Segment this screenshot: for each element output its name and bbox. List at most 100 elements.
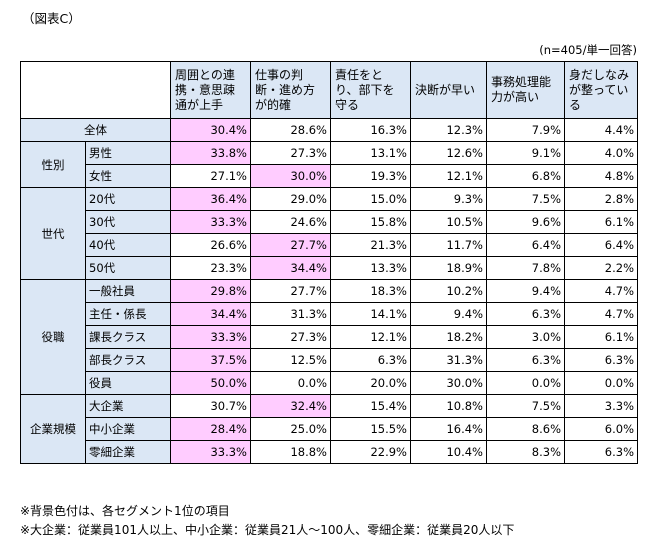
column-header: 責任をとり、部下を守る — [330, 61, 411, 119]
row-label: 男性 — [85, 141, 171, 165]
value-cell: 6.4% — [486, 233, 565, 257]
value-cell: 4.7% — [564, 279, 638, 303]
value-cell: 24.6% — [250, 210, 331, 234]
value-cell: 27.3% — [250, 141, 331, 165]
value-cell: 27.7% — [250, 279, 331, 303]
value-cell: 16.3% — [330, 118, 411, 142]
value-cell: 0.0% — [486, 371, 565, 395]
row-label: 零細企業 — [85, 440, 171, 464]
sample-size-note: (n=405/単一回答) — [539, 43, 637, 57]
value-cell: 6.0% — [564, 417, 638, 441]
value-cell: 34.4% — [250, 256, 331, 280]
value-cell: 28.4% — [170, 417, 251, 441]
row-label: 一般社員 — [85, 279, 171, 303]
group-label: 企業規模 — [20, 394, 86, 464]
row-label: 20代 — [85, 187, 171, 211]
value-cell: 19.3% — [330, 164, 411, 188]
value-cell: 25.0% — [250, 417, 331, 441]
value-cell: 12.6% — [410, 141, 487, 165]
column-header: 身だしなみが整っている — [564, 61, 638, 119]
value-cell: 2.8% — [564, 187, 638, 211]
footnote-highlight: ※背景色付は、各セグメント1位の項目 — [20, 504, 230, 518]
value-cell: 29.0% — [250, 187, 331, 211]
value-cell: 9.6% — [486, 210, 565, 234]
value-cell: 6.3% — [486, 302, 565, 326]
corner-cell — [20, 61, 171, 119]
row-label: 役員 — [85, 371, 171, 395]
value-cell: 36.4% — [170, 187, 251, 211]
value-cell: 6.3% — [564, 440, 638, 464]
value-cell: 6.3% — [486, 348, 565, 372]
value-cell: 15.8% — [330, 210, 411, 234]
table-row: 女性 27.1% 30.0% 19.3% 12.1% 6.8% 4.8% — [21, 164, 638, 188]
table-body: 全体 30.4% 28.6% 16.3% 12.3% 7.9% 4.4% 性別 男性 33.8% 2… — [20, 118, 638, 464]
value-cell: 18.8% — [250, 440, 331, 464]
value-cell: 30.0% — [410, 371, 487, 395]
value-cell: 6.3% — [564, 348, 638, 372]
value-cell: 0.0% — [250, 371, 331, 395]
table-row-total: 全体 30.4% 28.6% 16.3% 12.3% 7.9% 4.4% — [20, 118, 638, 142]
column-header: 決断が早い — [410, 61, 487, 119]
value-cell: 32.4% — [250, 394, 331, 418]
value-cell: 8.3% — [486, 440, 565, 464]
value-cell: 13.3% — [330, 256, 411, 280]
value-cell: 4.4% — [564, 118, 638, 142]
table-row: 零細企業 33.3% 18.8% 22.9% 10.4% 8.3% 6.3% — [21, 440, 638, 464]
table-row: 世代 20代 36.4% 29.0% 15.0% 9.3% 7.5% 2.8% — [20, 187, 638, 280]
figure-caption: （図表C） — [22, 11, 81, 26]
value-cell: 6.1% — [564, 210, 638, 234]
table-row: 企業規模 大企業 30.7% 32.4% 15.4% 10.8% 7.5% 3.3% — [20, 394, 638, 464]
value-cell: 28.6% — [250, 118, 331, 142]
table-row: 40代 26.6% 27.7% 21.3% 11.7% 6.4% 6.4% — [21, 233, 638, 257]
value-cell: 31.3% — [250, 302, 331, 326]
value-cell: 14.1% — [330, 302, 411, 326]
value-cell: 12.1% — [410, 164, 487, 188]
value-cell: 13.1% — [330, 141, 411, 165]
value-cell: 33.3% — [170, 210, 251, 234]
value-cell: 22.9% — [330, 440, 411, 464]
row-label: 課長クラス — [85, 325, 171, 349]
value-cell: 12.5% — [250, 348, 331, 372]
value-cell: 27.1% — [170, 164, 251, 188]
footnote-company-size: ※大企業：従業員101人以上、中小企業：従業員21人～100人、零細企業：従業員… — [20, 523, 515, 537]
row-label: 部長クラス — [85, 348, 171, 372]
value-cell: 7.9% — [486, 118, 565, 142]
value-cell: 37.5% — [170, 348, 251, 372]
row-label: 30代 — [85, 210, 171, 234]
value-cell: 27.3% — [250, 325, 331, 349]
value-cell: 31.3% — [410, 348, 487, 372]
value-cell: 33.8% — [170, 141, 251, 165]
value-cell: 15.5% — [330, 417, 411, 441]
value-cell: 16.4% — [410, 417, 487, 441]
value-cell: 18.3% — [330, 279, 411, 303]
row-label: 50代 — [85, 256, 171, 280]
table-row: 30代 33.3% 24.6% 15.8% 10.5% 9.6% 6.1% — [21, 210, 638, 234]
value-cell: 10.2% — [410, 279, 487, 303]
value-cell: 30.4% — [170, 118, 251, 142]
table-row: 課長クラス 33.3% 27.3% 12.1% 18.2% 3.0% 6.1% — [21, 325, 638, 349]
value-cell: 15.0% — [330, 187, 411, 211]
value-cell: 6.8% — [486, 164, 565, 188]
value-cell: 11.7% — [410, 233, 487, 257]
row-label: 中小企業 — [85, 417, 171, 441]
value-cell: 27.7% — [250, 233, 331, 257]
table-row: 役員 50.0% 0.0% 20.0% 30.0% 0.0% 0.0% — [21, 371, 638, 395]
table-row: 性別 男性 33.8% 27.3% 13.1% 12.6% 9.1% 4.0% — [20, 141, 638, 188]
value-cell: 10.8% — [410, 394, 487, 418]
value-cell: 33.3% — [170, 325, 251, 349]
value-cell: 4.7% — [564, 302, 638, 326]
group-label: 世代 — [20, 187, 86, 280]
value-cell: 3.0% — [486, 325, 565, 349]
table-row: 中小企業 28.4% 25.0% 15.5% 16.4% 8.6% 6.0% — [21, 417, 638, 441]
table-row: 主任・係長 34.4% 31.3% 14.1% 9.4% 6.3% 4.7% — [21, 302, 638, 326]
value-cell: 7.5% — [486, 187, 565, 211]
table-row: 部長クラス 37.5% 12.5% 6.3% 31.3% 6.3% 6.3% — [21, 348, 638, 372]
value-cell: 29.8% — [170, 279, 251, 303]
row-label: 大企業 — [85, 394, 171, 418]
column-header: 仕事の判断・進め方が的確 — [250, 61, 331, 119]
value-cell: 30.7% — [170, 394, 251, 418]
group-label: 役職 — [20, 279, 86, 395]
table-row: 役職 一般社員 29.8% 27.7% 18.3% 10.2% 9.4% 4.7% — [20, 279, 638, 395]
row-label: 主任・係長 — [85, 302, 171, 326]
value-cell: 7.5% — [486, 394, 565, 418]
